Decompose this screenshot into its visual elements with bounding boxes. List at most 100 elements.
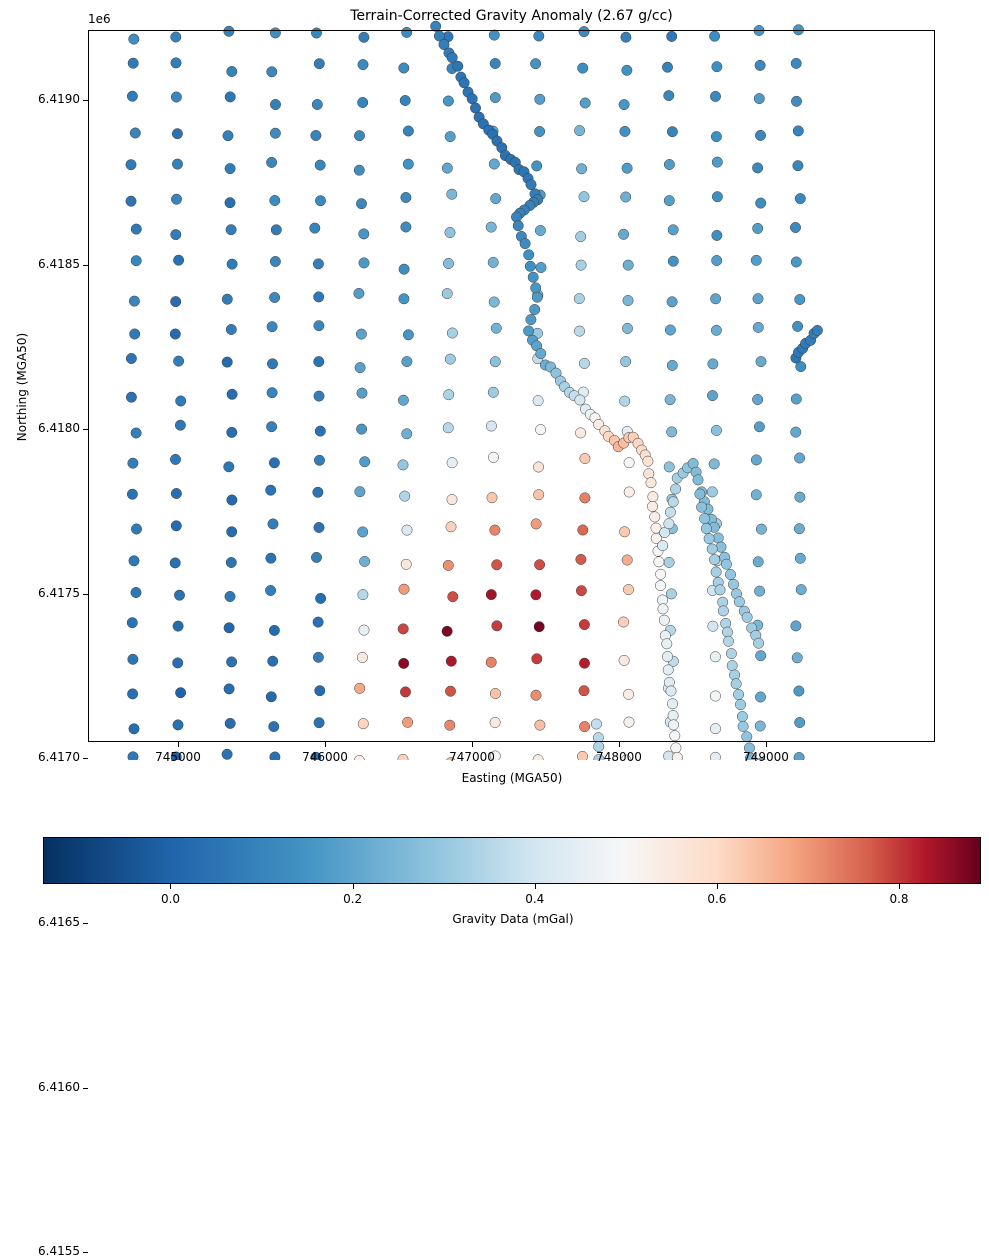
colorbar-tick-label: 0.0 bbox=[160, 892, 181, 906]
data-point bbox=[265, 691, 277, 703]
data-point bbox=[359, 555, 371, 567]
data-point bbox=[265, 484, 277, 496]
data-point bbox=[170, 229, 182, 241]
data-point bbox=[354, 486, 366, 498]
x-tick-mark bbox=[766, 742, 767, 747]
data-point bbox=[128, 555, 140, 567]
data-point bbox=[224, 91, 236, 103]
data-point bbox=[534, 559, 546, 571]
data-point bbox=[622, 259, 634, 271]
data-point bbox=[709, 651, 721, 663]
data-point bbox=[441, 162, 453, 174]
data-point bbox=[490, 193, 502, 205]
data-point bbox=[430, 20, 442, 32]
y-tick-mark bbox=[83, 1252, 88, 1254]
data-point bbox=[130, 587, 142, 598]
y-tick-label: 6.4160 bbox=[38, 1079, 80, 1094]
data-point bbox=[130, 427, 142, 439]
data-point bbox=[755, 523, 767, 535]
data-point bbox=[169, 328, 181, 340]
data-point bbox=[269, 751, 281, 760]
data-point bbox=[224, 197, 236, 209]
data-point bbox=[172, 719, 184, 731]
data-point bbox=[485, 656, 497, 668]
data-point bbox=[576, 163, 588, 175]
data-point bbox=[793, 752, 805, 760]
data-point bbox=[441, 288, 453, 300]
data-point bbox=[663, 195, 675, 207]
data-point bbox=[310, 751, 322, 760]
data-point bbox=[126, 90, 138, 102]
data-point bbox=[793, 523, 805, 535]
data-point bbox=[226, 66, 238, 77]
y-tick-label: 6.4165 bbox=[38, 915, 80, 929]
data-point bbox=[354, 130, 365, 142]
data-point bbox=[667, 224, 679, 236]
data-point bbox=[265, 585, 277, 596]
data-point bbox=[399, 490, 411, 502]
y-tick-label: 6.4155 bbox=[38, 1244, 80, 1258]
data-point bbox=[532, 754, 544, 760]
data-point bbox=[223, 461, 235, 473]
data-point bbox=[711, 255, 723, 266]
data-point bbox=[226, 258, 238, 270]
data-point bbox=[488, 158, 500, 170]
data-point bbox=[402, 125, 414, 137]
data-point bbox=[356, 652, 368, 663]
y-tick-mark bbox=[83, 429, 88, 431]
data-point bbox=[170, 751, 182, 760]
data-point bbox=[752, 222, 764, 234]
data-point bbox=[313, 320, 325, 332]
data-point bbox=[446, 52, 458, 64]
data-point bbox=[721, 558, 732, 570]
data-point bbox=[792, 125, 804, 137]
data-point bbox=[358, 228, 370, 240]
data-point bbox=[692, 474, 704, 486]
data-point bbox=[752, 556, 764, 568]
data-point bbox=[619, 125, 631, 137]
data-point bbox=[750, 454, 762, 466]
data-point bbox=[131, 523, 142, 535]
data-point bbox=[130, 255, 142, 267]
data-point bbox=[755, 129, 766, 141]
data-point bbox=[794, 717, 806, 728]
data-point bbox=[795, 584, 807, 596]
data-point bbox=[618, 616, 629, 628]
data-point bbox=[753, 421, 765, 433]
x-tick-mark bbox=[325, 742, 326, 747]
data-point bbox=[664, 394, 676, 406]
data-point bbox=[398, 62, 410, 74]
data-point bbox=[790, 256, 802, 268]
y-tick-label: 6.4175 bbox=[38, 585, 80, 600]
data-point bbox=[533, 461, 544, 473]
data-point bbox=[356, 387, 368, 399]
data-point bbox=[400, 558, 412, 570]
data-point bbox=[649, 511, 661, 523]
data-point bbox=[441, 625, 453, 637]
data-point bbox=[353, 164, 365, 176]
data-point bbox=[269, 195, 281, 206]
data-point bbox=[668, 719, 679, 731]
data-point bbox=[311, 551, 322, 563]
x-tick-mark bbox=[178, 742, 179, 747]
data-point bbox=[733, 596, 745, 608]
data-point bbox=[574, 125, 586, 137]
data-point bbox=[662, 651, 673, 663]
data-point bbox=[696, 501, 708, 513]
data-point bbox=[523, 325, 535, 337]
data-point bbox=[725, 569, 736, 580]
data-point bbox=[663, 90, 675, 102]
data-point bbox=[489, 58, 501, 69]
data-point bbox=[755, 691, 766, 703]
data-point bbox=[358, 31, 370, 43]
data-point bbox=[790, 222, 801, 233]
data-point bbox=[126, 488, 138, 500]
colorbar-tick-mark bbox=[716, 884, 718, 889]
data-point bbox=[311, 99, 323, 110]
data-point bbox=[666, 426, 678, 438]
data-point bbox=[709, 554, 721, 566]
data-point bbox=[623, 716, 635, 728]
y-tick-mark bbox=[83, 923, 88, 924]
y-tick-label: 6.4185 bbox=[38, 256, 80, 271]
data-point bbox=[223, 622, 235, 634]
